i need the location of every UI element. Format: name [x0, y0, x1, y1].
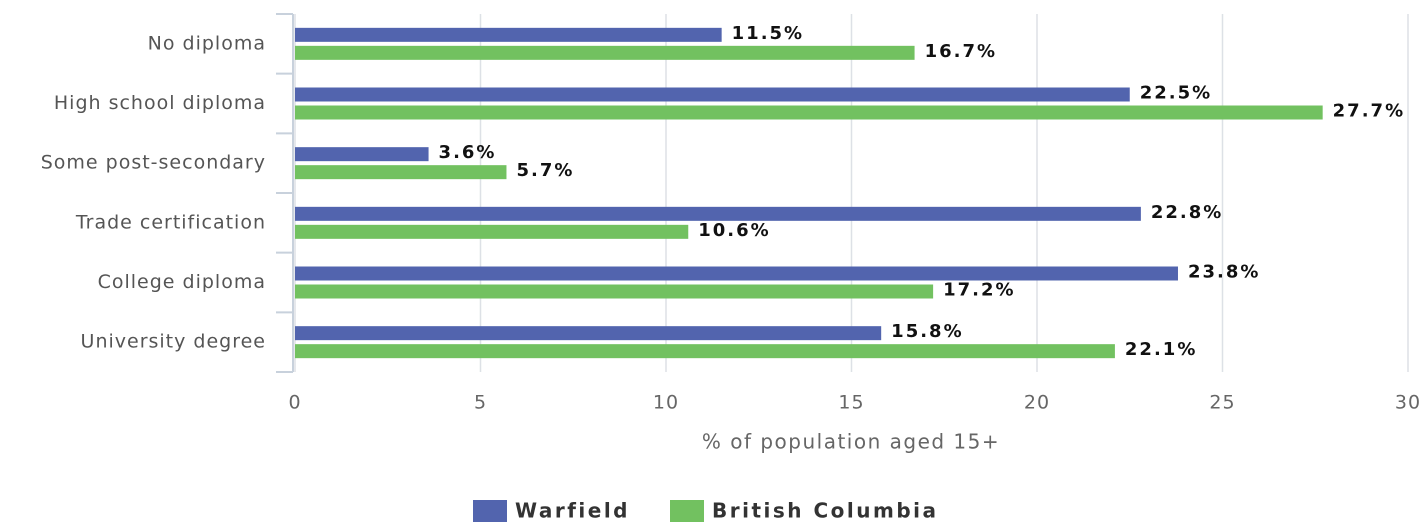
bar: [295, 45, 915, 60]
x-tick-label: 25: [1209, 392, 1235, 414]
data-label: 17.2%: [943, 280, 1015, 301]
data-label: 22.8%: [1151, 202, 1223, 223]
data-label: 23.8%: [1188, 262, 1260, 283]
y-tick-label: High school diploma: [54, 92, 266, 114]
bar: [295, 206, 1141, 221]
bar: [295, 266, 1178, 281]
bar: [295, 344, 1115, 359]
y-tick-label: College diploma: [98, 271, 266, 293]
legend-swatch: [670, 500, 704, 522]
data-label: 15.8%: [891, 321, 963, 342]
legend-label: British Columbia: [712, 499, 939, 523]
y-tick-label: University degree: [81, 331, 266, 353]
data-label: 3.6%: [439, 142, 497, 163]
data-label: 22.1%: [1125, 339, 1197, 360]
x-tick-label: 10: [653, 392, 679, 414]
bar: [295, 165, 507, 180]
y-tick-label: Trade certification: [75, 211, 266, 233]
bar: [295, 27, 722, 42]
bar: [295, 224, 689, 239]
x-tick-label: 0: [288, 392, 301, 414]
y-tick-label: Some post-secondary: [41, 152, 266, 174]
data-label: 5.7%: [516, 160, 574, 181]
y-tick-label: No diploma: [148, 32, 266, 54]
legend-swatch: [473, 500, 507, 522]
legend-label: Warfield: [515, 499, 630, 523]
x-tick-label: 30: [1395, 392, 1421, 414]
x-axis-title: % of population aged 15+: [702, 430, 1000, 454]
x-tick-label: 15: [838, 392, 864, 414]
bar: [295, 87, 1130, 102]
x-tick-label: 5: [474, 392, 487, 414]
data-label: 10.6%: [698, 220, 770, 241]
bar: [295, 147, 429, 162]
data-label: 16.7%: [925, 41, 997, 62]
bar: [295, 105, 1323, 120]
bar: [295, 284, 934, 299]
x-tick-label: 20: [1024, 392, 1050, 414]
data-label: 22.5%: [1140, 83, 1212, 104]
data-label: 27.7%: [1333, 101, 1405, 122]
bar: [295, 326, 882, 341]
data-label: 11.5%: [732, 23, 804, 44]
